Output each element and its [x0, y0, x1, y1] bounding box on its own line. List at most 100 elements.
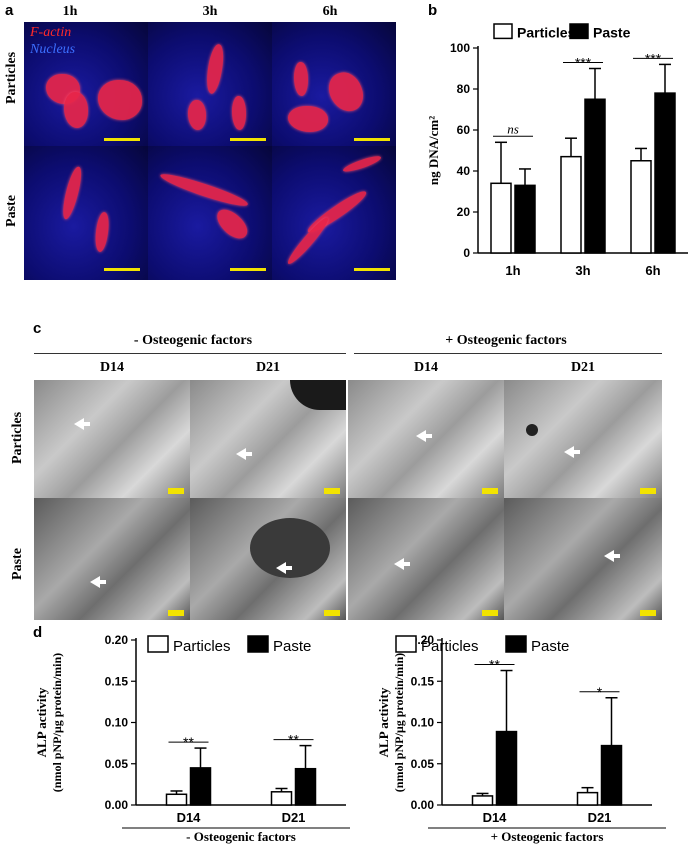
- panel-a-col-3h: 3h: [202, 4, 218, 19]
- x-tick-label: 1h: [505, 263, 520, 278]
- bar-particles: [630, 160, 652, 254]
- scale-bar: [354, 268, 390, 271]
- legend-swatch-paste: [505, 635, 527, 653]
- significance-marker: **: [489, 657, 500, 673]
- panel-a-col-6h: 6h: [322, 4, 338, 19]
- fluorescence-image-particles-3h: [148, 22, 272, 146]
- y-tick-label: 40: [457, 164, 471, 178]
- arrow-icon: [416, 430, 432, 442]
- panel-c-row-paste: Paste: [10, 548, 25, 580]
- panel-b-letter: b: [428, 2, 438, 19]
- legend-label-particles: Particles: [173, 638, 231, 655]
- legend-label-paste: Paste: [531, 638, 569, 655]
- sem-image-paste-d21-minus: [190, 498, 346, 620]
- panel-a-row-particles: Particles: [4, 51, 19, 105]
- cell: [203, 43, 227, 95]
- sem-image-paste-d21-plus: [504, 498, 662, 620]
- legend-swatch-particles: [493, 23, 513, 40]
- cell: [288, 106, 328, 132]
- x-tick-label: D21: [588, 810, 612, 825]
- y-axis-label: ng DNA/cm²: [426, 116, 441, 185]
- fluorescence-image-particles-6h: [272, 22, 396, 146]
- panel-c-col-d21-minus: D21: [255, 360, 281, 375]
- scale-bar: [482, 488, 498, 494]
- cell: [188, 100, 206, 130]
- cell: [93, 211, 111, 253]
- x-tick-label: 6h: [645, 263, 660, 278]
- legend-swatch-particles: [147, 635, 169, 653]
- y-axis-label: ALP activity: [34, 687, 49, 757]
- sem-image-paste-d14-minus: [34, 498, 190, 620]
- arrow-icon: [394, 558, 410, 570]
- sem-image-paste-d14-plus: [348, 498, 504, 620]
- cell: [64, 92, 88, 128]
- legend-label-paste: Paste: [273, 638, 311, 655]
- cell: [284, 214, 332, 268]
- scale-bar: [104, 268, 140, 271]
- arrow-icon: [236, 448, 252, 460]
- arrow-icon: [276, 562, 292, 574]
- panel-c-col-d14-minus: D14: [99, 360, 125, 375]
- legend-swatch-particles: [395, 635, 417, 653]
- bar-particles: [490, 182, 512, 254]
- y-tick-label: 0.10: [105, 716, 129, 730]
- legend-swatch-paste: [247, 635, 269, 653]
- panel-c-row-particles: Particles: [10, 411, 25, 465]
- significance-marker: **: [288, 732, 299, 748]
- y-tick-label: 0.20: [105, 633, 129, 647]
- panel-d-letter: d: [33, 624, 43, 641]
- y-tick-label: 0.05: [411, 757, 435, 771]
- bar-paste: [600, 744, 623, 806]
- y-tick-label: 0.10: [411, 716, 435, 730]
- scale-bar: [354, 138, 390, 141]
- x-tick-label: D14: [483, 810, 508, 825]
- scale-bar: [168, 610, 184, 616]
- y-axis-sublabel: (nmol pNP/µg protein/min): [392, 653, 406, 792]
- dna-bar-chart: 0 20 40 60 80 100 ng DNA/cm² 1h ns 3h *** 6h *** Part…: [426, 23, 688, 278]
- significance-marker: ns: [507, 121, 519, 136]
- legend-label-paste: Paste: [593, 24, 631, 40]
- significance-marker: **: [183, 734, 194, 750]
- sem-image-particles-d14-plus: [348, 380, 504, 498]
- legend-swatch-paste: [569, 23, 589, 40]
- alp-bar-chart-minus: 0.00 0.05 0.10 0.15 0.20 ALP activity (nmol pN…: [34, 633, 350, 844]
- x-axis-label: + Osteogenic factors: [491, 829, 604, 844]
- arrow-icon: [90, 576, 106, 588]
- cell: [158, 170, 250, 210]
- arrow-icon: [604, 550, 620, 562]
- panel-c-col-d21-plus: D21: [570, 360, 596, 375]
- bar-paste: [584, 98, 606, 254]
- dark-region: [290, 380, 346, 410]
- sem-image-particles-d14-minus: [34, 380, 190, 498]
- y-tick-label: 0.15: [411, 674, 435, 688]
- cell: [59, 165, 85, 221]
- x-axis-label: - Osteogenic factors: [186, 829, 296, 844]
- y-tick-label: 20: [457, 205, 471, 219]
- scale-bar: [482, 610, 498, 616]
- sem-image-particles-d21-minus: [190, 380, 346, 498]
- group-minus-osteogenic: - Osteogenic factors: [133, 333, 253, 348]
- sem-image-particles-d21-plus: [504, 380, 662, 498]
- bar-paste: [495, 730, 518, 806]
- scale-bar: [230, 138, 266, 141]
- bar-particles: [270, 791, 293, 806]
- fluorescence-image-paste-6h: [272, 146, 396, 280]
- bar-paste: [514, 184, 536, 254]
- y-tick-label: 80: [457, 82, 471, 96]
- legend-label-particles: Particles: [517, 24, 576, 40]
- scale-bar: [324, 610, 340, 616]
- group-plus-rule: [354, 353, 662, 354]
- pore: [526, 424, 538, 436]
- arrow-icon: [74, 418, 90, 430]
- group-minus-rule: [34, 353, 346, 354]
- bar-paste: [294, 767, 317, 806]
- significance-marker: *: [597, 684, 603, 700]
- panel-c-col-d14-plus: D14: [413, 360, 439, 375]
- legend-label-particles: Particles: [421, 638, 479, 655]
- group-plus-osteogenic: + Osteogenic factors: [445, 333, 567, 348]
- y-tick-label: 0.00: [411, 798, 435, 812]
- cell: [98, 80, 142, 120]
- scale-bar: [168, 488, 184, 494]
- bar-particles: [165, 793, 188, 806]
- panel-c-letter: c: [33, 320, 42, 337]
